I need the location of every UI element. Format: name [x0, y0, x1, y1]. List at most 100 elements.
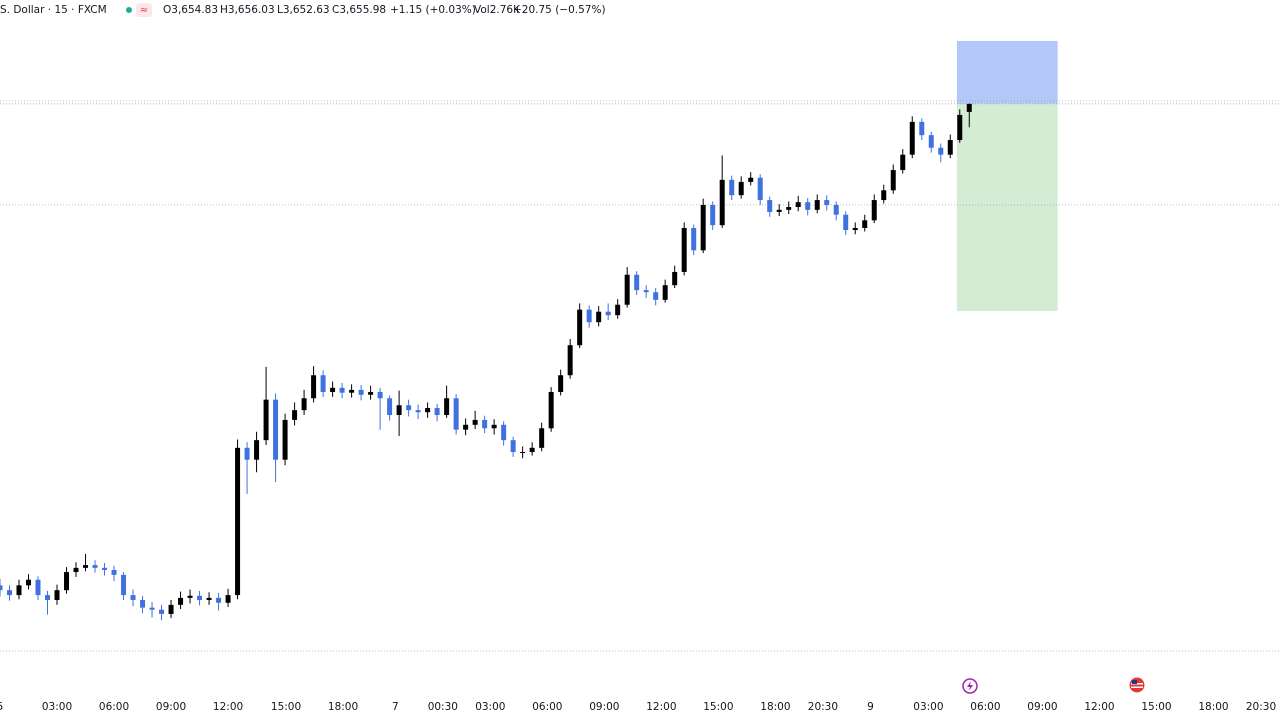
candle-body: [121, 574, 127, 596]
candle-body: [947, 140, 953, 155]
candle-body: [776, 209, 782, 212]
x-tick-label: 20:30: [1246, 701, 1276, 713]
candle-body: [54, 590, 60, 600]
candle-body: [92, 565, 98, 568]
candle-body: [73, 567, 79, 573]
legend-high: H3,656.03: [220, 4, 275, 16]
candle-body: [35, 579, 41, 596]
candle-body: [938, 147, 944, 155]
candle-body: [168, 604, 174, 614]
candle-body: [111, 569, 117, 575]
status-dot: [126, 7, 132, 13]
x-tick-label: 9: [867, 701, 874, 713]
candle-body: [102, 567, 108, 570]
candle-body: [843, 214, 849, 231]
candle-body: [444, 398, 450, 416]
candle-body: [871, 200, 877, 221]
candle-body: [558, 375, 564, 392]
event-icon[interactable]: [962, 678, 978, 694]
candle-body: [710, 204, 716, 226]
candle-body: [795, 202, 801, 208]
target-zone: [956, 103, 1058, 312]
x-tick-label: 03:00: [42, 701, 72, 713]
candle-body: [700, 204, 706, 251]
x-tick-label: 06:00: [532, 701, 562, 713]
candle-body: [16, 585, 22, 596]
candle-body: [377, 391, 383, 399]
x-tick-label: 09:00: [156, 701, 186, 713]
candle-body: [368, 391, 374, 395]
candle-body: [852, 227, 858, 231]
status-badge: [136, 3, 152, 17]
x-tick-label: 20:30: [808, 701, 838, 713]
candle-body: [415, 410, 421, 413]
candle-body: [453, 398, 459, 430]
candle-body: [862, 220, 868, 228]
x-tick-label: 12:00: [1084, 701, 1114, 713]
candle-body: [596, 311, 602, 323]
candle-body: [273, 399, 279, 460]
candle-body: [216, 597, 222, 603]
candle-body: [320, 375, 326, 392]
candle-body: [254, 440, 260, 460]
candle-body: [406, 405, 412, 411]
candle-body: [529, 447, 535, 453]
candle-body: [434, 408, 440, 416]
candle-body: [45, 595, 51, 600]
candle-body: [311, 375, 317, 399]
candle-body: [187, 595, 193, 598]
candle-body: [672, 271, 678, 286]
candle-body: [757, 177, 763, 201]
status-badge-icon: ≈: [140, 5, 148, 16]
candle-body: [786, 207, 792, 210]
candle-body: [64, 572, 70, 591]
candle-body: [624, 274, 630, 305]
candle-body: [301, 398, 307, 411]
candle-body: [824, 200, 830, 205]
candle-body: [909, 121, 915, 155]
candle-body: [900, 154, 906, 171]
candles-layer: 5 03:00 06:00 09:00 12:00 15:00 18:00 7 00:30 03:…: [0, 103, 1276, 713]
candle-body: [577, 309, 583, 346]
legend-open: O3,654.83: [163, 4, 218, 16]
candle-body: [482, 419, 488, 429]
candle-body: [339, 387, 345, 393]
candle-body: [738, 181, 744, 196]
candle-body: [178, 597, 184, 605]
candle-body: [881, 190, 887, 201]
x-tick-label: 12:00: [213, 701, 243, 713]
candle-body: [83, 565, 89, 568]
symbol-title: S. Dollar · 15 · FXCM: [0, 4, 107, 16]
x-tick-label: 03:00: [913, 701, 943, 713]
event-flag-icon[interactable]: [1129, 677, 1145, 693]
candle-body: [197, 595, 203, 600]
x-tick-label: 18:00: [1198, 701, 1228, 713]
candle-body: [643, 290, 649, 293]
x-tick-label: 5: [0, 701, 3, 713]
candle-body: [349, 389, 355, 393]
legend-close: C3,655.98: [332, 4, 386, 16]
candle-body: [130, 595, 136, 600]
candle-body: [662, 285, 668, 300]
candle-body: [748, 177, 754, 182]
candle-body: [330, 387, 336, 392]
candle-body: [149, 607, 155, 610]
candle-body: [691, 227, 697, 251]
candle-body: [26, 579, 32, 586]
candle-body: [0, 585, 3, 591]
legend-volume: Vol2.76K: [474, 4, 521, 16]
candle-body: [501, 424, 507, 441]
x-tick-label: 03:00: [475, 701, 505, 713]
candle-body: [548, 391, 554, 429]
candle-body: [681, 227, 687, 272]
candle-body: [605, 311, 611, 316]
candle-body: [425, 408, 431, 413]
candle-body: [463, 424, 469, 430]
candle-body: [729, 179, 735, 196]
candle-body: [805, 202, 811, 210]
x-tick-label: 15:00: [703, 701, 733, 713]
candle-body: [890, 170, 896, 191]
x-tick-label: 09:00: [589, 701, 619, 713]
stop-zone: [956, 40, 1058, 104]
